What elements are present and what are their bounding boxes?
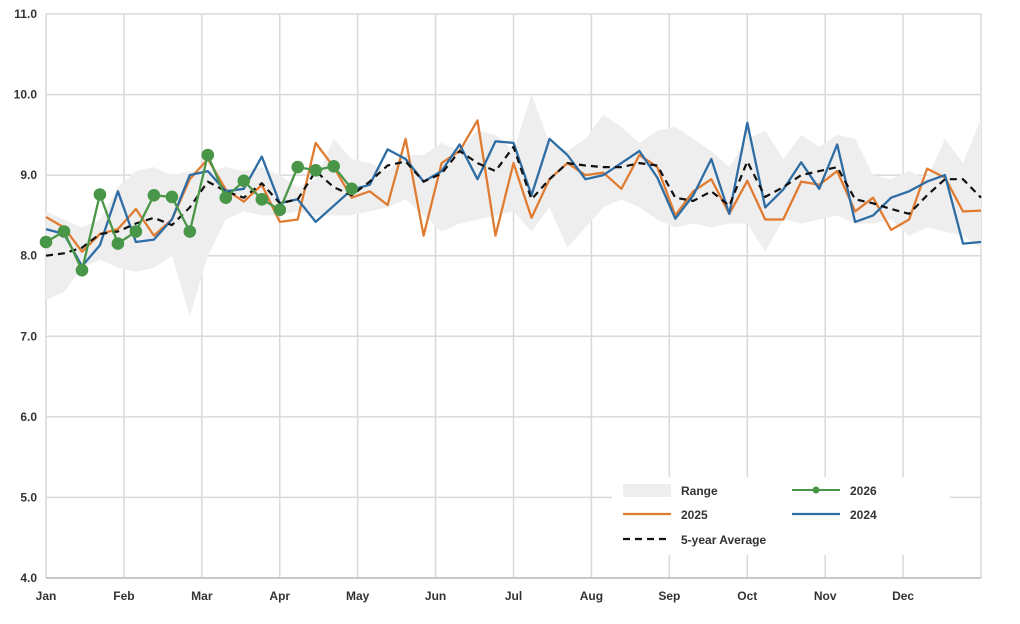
point-2026: [111, 237, 125, 250]
y-tick-label: 8.0: [20, 249, 37, 263]
x-tick-label: Aug: [580, 589, 603, 603]
x-tick-label: Jan: [36, 589, 57, 603]
series-layer: [39, 119, 982, 277]
point-2026: [255, 193, 269, 206]
legend-2024-label: 2024: [850, 508, 877, 522]
point-2026: [183, 225, 197, 238]
series-line-2025: [45, 119, 982, 253]
y-tick-label: 4.0: [20, 571, 37, 585]
point-2026: [291, 160, 305, 174]
y-tick-label: 6.0: [20, 410, 37, 424]
point-2026: [57, 225, 71, 238]
legend-range-label: Range: [681, 484, 718, 498]
series-line-5-year-average: [45, 145, 982, 257]
x-tick-label: Nov: [814, 589, 837, 603]
legend-2026-label: 2026: [850, 484, 877, 498]
point-2026: [93, 188, 107, 201]
x-tick-label: Jul: [505, 589, 522, 603]
x-tick-label: Jun: [425, 589, 446, 603]
legend-range-swatch: [623, 484, 671, 497]
point-2026: [273, 203, 287, 217]
point-2026: [129, 225, 143, 238]
y-tick-label: 5.0: [20, 490, 37, 504]
legend-2025-label: 2025: [681, 508, 708, 522]
point-2026: [165, 190, 179, 204]
x-tick-label: Dec: [892, 589, 914, 603]
x-axis-ticks: Jan Feb Mar Apr May Jun Jul Aug Sep Oct Nov Dec: [36, 589, 915, 603]
point-2026: [327, 160, 341, 173]
range-area: [46, 94, 981, 317]
range-band: [46, 94, 981, 317]
x-tick-label: Oct: [737, 589, 757, 603]
point-2026: [309, 164, 323, 177]
x-tick-label: May: [346, 589, 370, 603]
point-2026: [237, 174, 251, 188]
point-2026: [345, 182, 359, 196]
point-2026: [219, 191, 233, 204]
series-line-2024: [45, 121, 982, 268]
legend-avg-label: 5-year Average: [681, 533, 766, 547]
x-tick-label: Feb: [113, 589, 134, 603]
x-tick-label: Sep: [658, 589, 680, 603]
x-tick-label: Apr: [269, 589, 290, 603]
y-tick-label: 10.0: [14, 88, 38, 102]
y-tick-label: 11.0: [14, 7, 37, 21]
y-axis-ticks: 4.0 5.0 6.0 7.0 8.0 9.0 10.0 11.0: [14, 7, 38, 585]
legend-2026-marker: [812, 486, 820, 494]
legend: Range 2026 2025 2024 5-year Average: [612, 477, 950, 555]
point-2026: [39, 235, 53, 249]
point-2026: [147, 189, 161, 202]
y-tick-label: 7.0: [20, 329, 37, 343]
y-tick-label: 9.0: [20, 168, 37, 182]
point-2026: [75, 263, 89, 277]
point-2026: [201, 148, 215, 162]
x-tick-label: Mar: [191, 589, 213, 603]
